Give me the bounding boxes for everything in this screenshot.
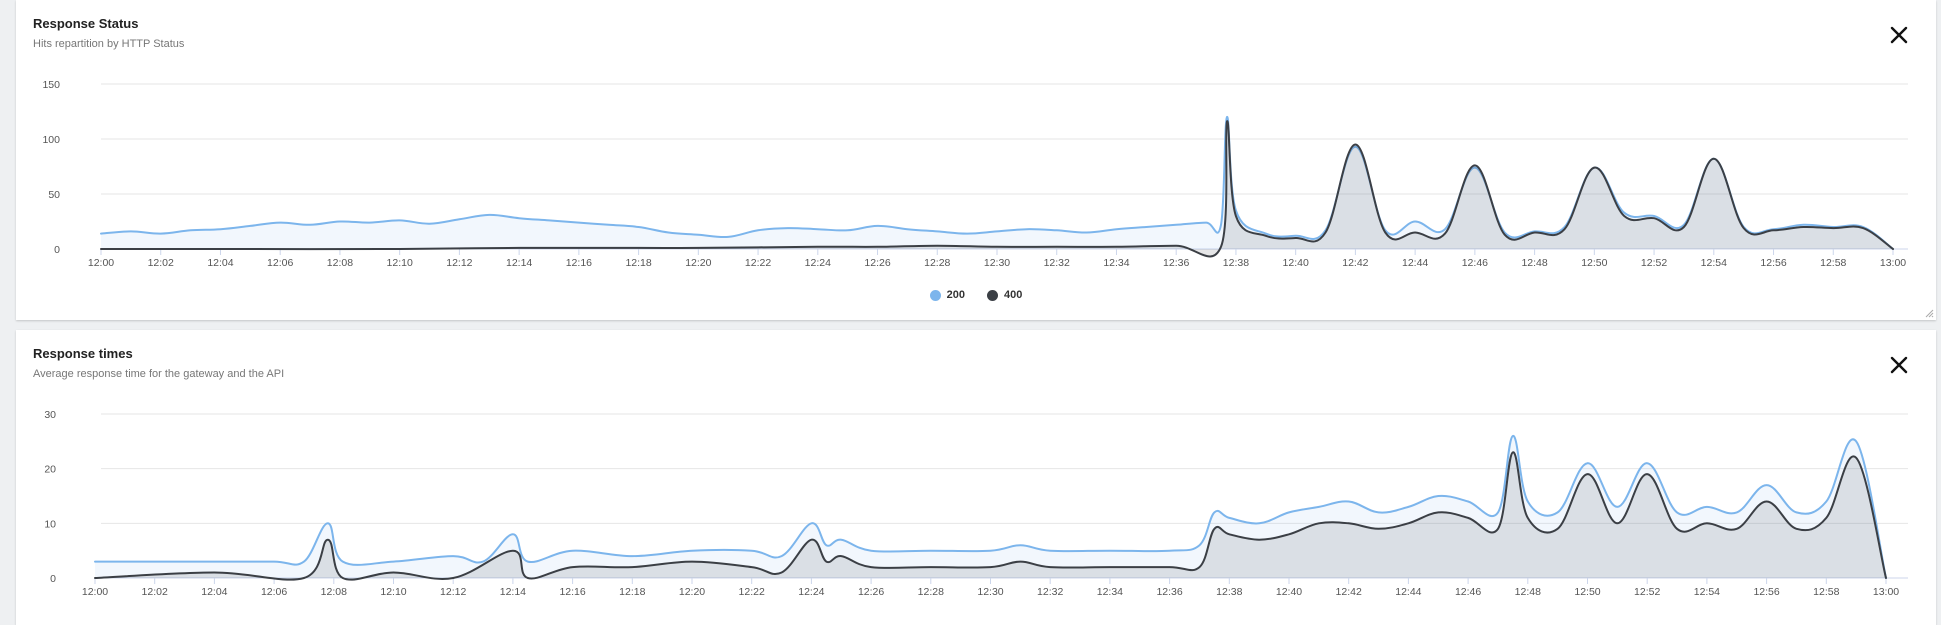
x-tick-label: 12:48 (1515, 586, 1541, 598)
response-times-chart: 0 10 20 30 12:00 12:02 12:04 12:06 12:08 12:10 12:… (44, 409, 1908, 598)
x-tick-label: 12:42 (1336, 586, 1362, 598)
x-tick-label: 12:12 (446, 257, 472, 269)
response-times-card: Response times Average response time for… (16, 330, 1936, 625)
y-tick-label: 0 (50, 573, 56, 585)
x-tick-label: 12:50 (1581, 257, 1607, 269)
close-icon (1890, 26, 1908, 44)
chart-legend: 200 400 (16, 289, 1936, 301)
x-tick-label: 12:34 (1097, 586, 1123, 598)
x-tick-label: 13:00 (1880, 257, 1906, 269)
chart-subtitle: Average response time for the gateway an… (33, 368, 285, 380)
y-tick-label: 10 (44, 518, 56, 530)
x-tick-label: 12:10 (387, 257, 413, 269)
x-tick-label: 12:32 (1037, 586, 1063, 598)
x-tick-label: 12:36 (1156, 586, 1182, 598)
x-tick-label: 12:44 (1395, 586, 1421, 598)
x-tick-label: 12:40 (1283, 257, 1309, 269)
series-400-line (100, 120, 1894, 258)
close-button[interactable] (1888, 354, 1910, 376)
x-tick-label: 12:52 (1641, 257, 1667, 269)
x-tick-label: 12:08 (321, 586, 347, 598)
x-tick-label: 12:14 (506, 257, 532, 269)
y-tick-label: 30 (44, 409, 56, 421)
x-tick-label: 12:10 (380, 586, 406, 598)
x-tick-label: 12:44 (1402, 257, 1428, 269)
x-tick-label: 12:02 (142, 586, 168, 598)
x-tick-label: 12:06 (267, 257, 293, 269)
y-tick-label: 0 (54, 244, 60, 256)
x-tick-label: 12:06 (261, 586, 287, 598)
series-200-area (101, 116, 1893, 250)
chart-subtitle: Hits repartition by HTTP Status (33, 38, 185, 50)
x-tick-label: 12:52 (1634, 586, 1660, 598)
x-tick-label: 12:34 (1103, 257, 1129, 269)
x-tick-label: 12:22 (739, 586, 765, 598)
x-tick-label: 12:08 (327, 257, 353, 269)
x-tick-label: 12:20 (679, 586, 705, 598)
close-icon (1890, 356, 1908, 374)
y-tick-label: 100 (42, 134, 60, 146)
x-tick-label: 12:26 (858, 586, 884, 598)
x-tick-label: 12:24 (805, 257, 831, 269)
x-tick-label: 12:18 (619, 586, 645, 598)
y-tick-label: 150 (42, 79, 60, 91)
x-tick-label: 12:38 (1223, 257, 1249, 269)
x-tick-label: 12:54 (1701, 257, 1727, 269)
x-tick-label: 12:22 (745, 257, 771, 269)
legend-label: 400 (1004, 289, 1023, 301)
series-1-area (95, 452, 1886, 580)
x-tick-label: 12:48 (1521, 257, 1547, 269)
legend-item-400[interactable]: 400 (987, 289, 1022, 301)
x-tick-label: 12:46 (1455, 586, 1481, 598)
chart-title: Response times (33, 346, 133, 361)
chart-title: Response Status (33, 16, 139, 31)
x-tick-label: 12:56 (1753, 586, 1779, 598)
x-tick-label: 12:40 (1276, 586, 1302, 598)
legend-marker (987, 289, 998, 301)
x-tick-label: 12:30 (984, 257, 1010, 269)
x-tick-label: 12:18 (625, 257, 651, 269)
legend-label: 200 (946, 289, 965, 301)
x-tick-label: 12:12 (440, 586, 466, 598)
x-tick-label: 12:16 (559, 586, 585, 598)
x-tick-label: 12:32 (1044, 257, 1070, 269)
x-tick-label: 13:00 (1873, 586, 1899, 598)
x-tick-label: 12:00 (82, 586, 108, 598)
x-tick-label: 12:38 (1216, 586, 1242, 598)
x-tick-label: 12:02 (148, 257, 174, 269)
y-tick-label: 20 (44, 464, 56, 476)
legend-marker (929, 289, 941, 301)
x-tick-label: 12:54 (1694, 586, 1720, 598)
x-tick-label: 12:14 (500, 586, 526, 598)
x-tick-label: 12:42 (1342, 257, 1368, 269)
x-tick-label: 12:56 (1760, 257, 1786, 269)
response-status-chart: 0 50 100 150 12:00 12:02 12:04 12:06 12:08 12:10 1… (42, 79, 1908, 269)
x-tick-label: 12:36 (1163, 257, 1189, 269)
x-tick-label: 12:58 (1820, 257, 1846, 269)
x-tick-label: 12:50 (1574, 586, 1600, 598)
series-0-area (95, 435, 1886, 578)
x-tick-label: 12:28 (918, 586, 944, 598)
response-status-card: Response Status Hits repartition by HTTP… (16, 0, 1936, 320)
x-tick-label: 12:58 (1813, 586, 1839, 598)
x-tick-label: 12:24 (798, 586, 824, 598)
x-tick-label: 12:46 (1462, 257, 1488, 269)
x-tick-label: 12:20 (685, 257, 711, 269)
series-400-area (101, 121, 1893, 257)
x-tick-label: 12:26 (864, 257, 890, 269)
x-tick-label: 12:04 (207, 257, 233, 269)
series-0-line (94, 434, 1887, 579)
x-tick-label: 12:28 (924, 257, 950, 269)
x-tick-label: 12:04 (201, 586, 227, 598)
series-1-line (94, 451, 1887, 581)
close-button[interactable] (1888, 24, 1910, 46)
x-tick-label: 12:16 (566, 257, 592, 269)
x-tick-label: 12:30 (977, 586, 1003, 598)
x-tick-label: 12:00 (88, 257, 114, 269)
legend-item-200[interactable]: 200 (929, 289, 965, 301)
y-tick-label: 50 (48, 189, 60, 201)
resize-handle-icon[interactable] (1925, 309, 1934, 318)
